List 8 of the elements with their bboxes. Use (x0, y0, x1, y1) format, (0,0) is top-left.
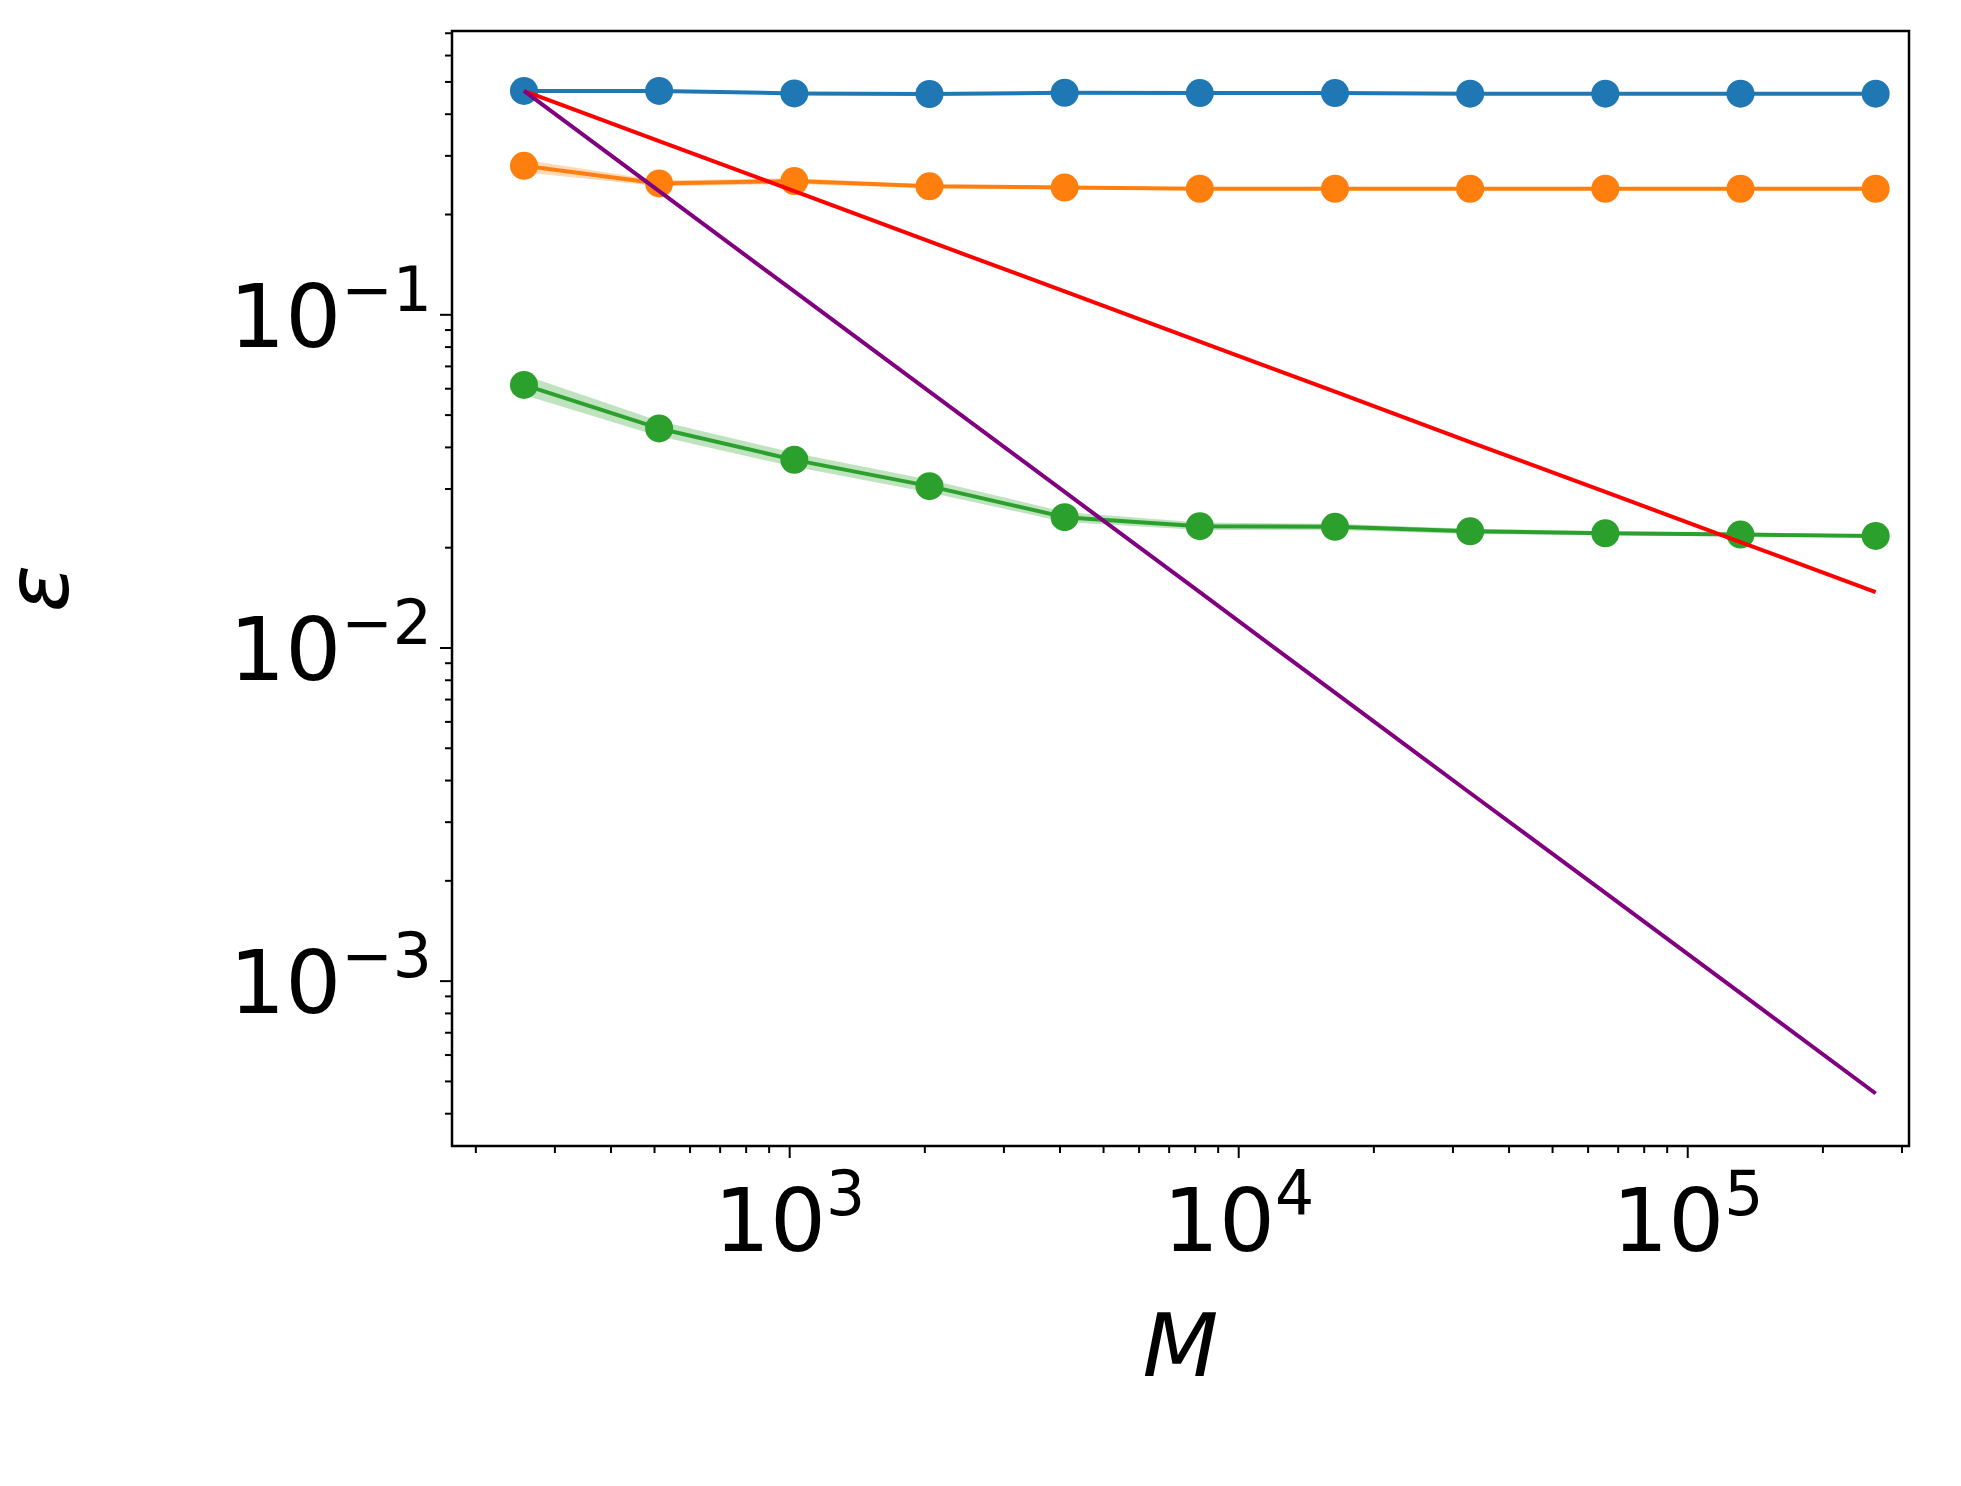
y-tick-label: 10$^{−3}$ (229, 920, 432, 1035)
y-tick-label: 10$^{−1}$ (229, 253, 432, 368)
y-axis-title: ε (0, 564, 89, 613)
x-tick-label: 10$^{3}$ (714, 1158, 866, 1272)
y-tick-label: 10$^{−2}$ (229, 586, 432, 701)
x-tick-label: 10$^{4}$ (1163, 1158, 1315, 1272)
x-axis-title: M (1142, 1294, 1219, 1397)
x-tick-label: 10$^{5}$ (1612, 1158, 1764, 1272)
